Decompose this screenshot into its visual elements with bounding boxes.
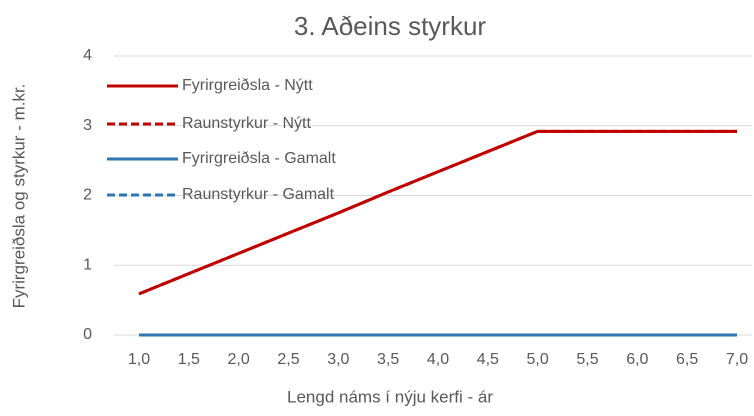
y-tick-label: 1 [83, 256, 92, 273]
y-tick-label: 0 [83, 326, 92, 343]
legend-label: Fyrirgreiðsla - Nýtt [182, 77, 313, 94]
chart-title: 3. Aðeins styrkur [294, 11, 487, 41]
series-line [138, 129, 737, 296]
x-tick-label: 2,0 [228, 351, 250, 368]
x-tick-label: 5,0 [527, 351, 549, 368]
x-tick-label: 1,0 [128, 351, 150, 368]
y-tick-label: 3 [83, 117, 92, 134]
y-tick-label: 4 [83, 47, 92, 64]
y-axis-label: Fyrirgreiðsla og styrkur - m.kr. [9, 84, 28, 309]
x-tick-label: 3,5 [377, 351, 399, 368]
x-tick-label: 4,0 [427, 351, 449, 368]
x-axis-label: Lengd náms í nýju kerfi - ár [287, 387, 493, 406]
legend-label: Fyrirgreiðsla - Gamalt [182, 150, 336, 167]
x-tick-label: 2,5 [277, 351, 299, 368]
legend-label: Raunstyrkur - Gamalt [182, 186, 335, 203]
x-tick-label: 1,5 [178, 351, 200, 368]
x-tick-label: 7,0 [726, 351, 748, 368]
legend-label: Raunstyrkur - Nýtt [182, 115, 311, 132]
y-tick-label: 2 [83, 187, 92, 204]
x-tick-label: 6,0 [626, 351, 648, 368]
x-tick-label: 5,5 [576, 351, 598, 368]
x-tick-label: 6,5 [676, 351, 698, 368]
x-tick-label: 3,0 [327, 351, 349, 368]
x-tick-label: 4,5 [477, 351, 499, 368]
